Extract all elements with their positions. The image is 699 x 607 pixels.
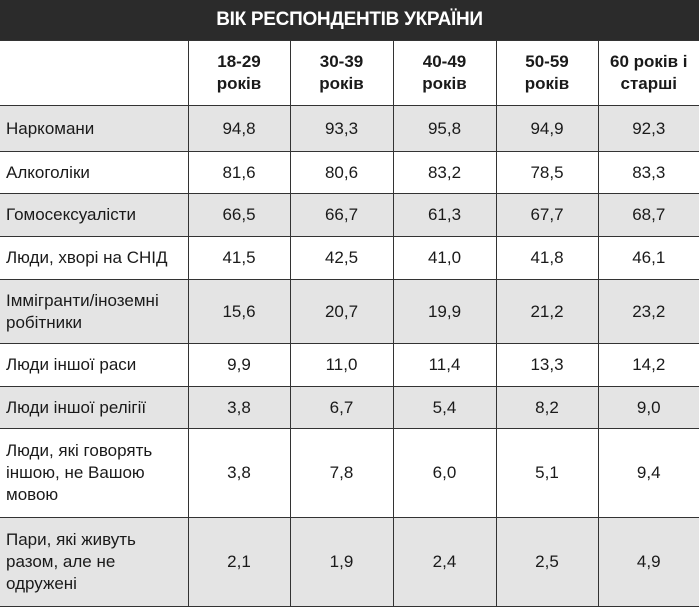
cell: 8,2 xyxy=(495,386,599,429)
cell: 83,3 xyxy=(597,151,699,194)
table-row: Люди, хворі на СНІД 41,5 42,5 41,0 41,8 46,1 xyxy=(0,236,699,280)
cell: 81,6 xyxy=(187,151,291,194)
row-label: Люди, які говорять іншою, не Вашою мовою xyxy=(0,428,189,518)
row-label: Гомосексуалісти xyxy=(0,193,189,237)
cell: 14,2 xyxy=(597,343,699,387)
row-label: Іммігранти/іноземні робітники xyxy=(0,279,189,344)
data-table: 18-29 років 30-39 років 40-49 років 50-59 р… xyxy=(0,40,699,607)
cell: 3,8 xyxy=(187,386,291,429)
cell: 15,6 xyxy=(187,279,291,344)
cell: 66,5 xyxy=(187,193,291,237)
row-label: Люди, хворі на СНІД xyxy=(0,236,189,280)
cell: 41,5 xyxy=(187,236,291,280)
cell: 3,8 xyxy=(187,428,291,518)
cell: 23,2 xyxy=(597,279,699,344)
cell: 94,9 xyxy=(495,105,599,152)
cell: 2,1 xyxy=(187,517,291,607)
cell: 93,3 xyxy=(289,105,394,152)
table-row: Люди іншої раси 9,9 11,0 11,4 13,3 14,2 xyxy=(0,343,699,387)
column-header: 50-59 років xyxy=(495,40,599,106)
cell: 2,5 xyxy=(495,517,599,607)
column-header: 30-39 років xyxy=(289,40,394,106)
cell: 6,0 xyxy=(392,428,497,518)
cell: 9,4 xyxy=(597,428,699,518)
cell: 83,2 xyxy=(392,151,497,194)
cell: 11,0 xyxy=(289,343,394,387)
cell: 94,8 xyxy=(187,105,291,152)
header-row: 18-29 років 30-39 років 40-49 років 50-59 р… xyxy=(0,40,699,106)
cell: 41,8 xyxy=(495,236,599,280)
column-header: 40-49 років xyxy=(392,40,497,106)
cell: 9,0 xyxy=(597,386,699,429)
table-row: Алкоголіки 81,6 80,6 83,2 78,5 83,3 xyxy=(0,151,699,194)
cell: 7,8 xyxy=(289,428,394,518)
cell: 2,4 xyxy=(392,517,497,607)
table-row: Пари, які живуть разом, але не одружені 2… xyxy=(0,517,699,607)
cell: 4,9 xyxy=(597,517,699,607)
cell: 46,1 xyxy=(597,236,699,280)
row-label: Люди іншої релігії xyxy=(0,386,189,429)
cell: 68,7 xyxy=(597,193,699,237)
cell: 9,9 xyxy=(187,343,291,387)
table-row: Люди, які говорять іншою, не Вашою мовою… xyxy=(0,428,699,518)
cell: 13,3 xyxy=(495,343,599,387)
table-row: Іммігранти/іноземні робітники 15,6 20,7 19,… xyxy=(0,279,699,344)
row-label: Наркомани xyxy=(0,105,189,152)
column-header: 60 років і старші xyxy=(597,40,699,106)
cell: 21,2 xyxy=(495,279,599,344)
cell: 67,7 xyxy=(495,193,599,237)
cell: 42,5 xyxy=(289,236,394,280)
cell: 66,7 xyxy=(289,193,394,237)
cell: 80,6 xyxy=(289,151,394,194)
table-row: Наркомани 94,8 93,3 95,8 94,9 92,3 xyxy=(0,105,699,152)
table-row: Гомосексуалісти 66,5 66,7 61,3 67,7 68,7 xyxy=(0,193,699,237)
cell: 20,7 xyxy=(289,279,394,344)
row-label: Люди іншої раси xyxy=(0,343,189,387)
row-label: Пари, які живуть разом, але не одружені xyxy=(0,517,189,607)
cell: 95,8 xyxy=(392,105,497,152)
cell: 11,4 xyxy=(392,343,497,387)
table-title: ВІК РЕСПОНДЕНТІВ УКРАЇНИ xyxy=(0,0,699,40)
cell: 19,9 xyxy=(392,279,497,344)
row-label: Алкоголіки xyxy=(0,151,189,194)
cell: 5,4 xyxy=(392,386,497,429)
cell: 41,0 xyxy=(392,236,497,280)
cell: 92,3 xyxy=(597,105,699,152)
cell: 61,3 xyxy=(392,193,497,237)
table-row: Люди іншої релігії 3,8 6,7 5,4 8,2 9,0 xyxy=(0,386,699,429)
cell: 5,1 xyxy=(495,428,599,518)
cell: 6,7 xyxy=(289,386,394,429)
column-header: 18-29 років xyxy=(187,40,291,106)
cell: 78,5 xyxy=(495,151,599,194)
corner-cell xyxy=(0,40,189,106)
cell: 1,9 xyxy=(289,517,394,607)
